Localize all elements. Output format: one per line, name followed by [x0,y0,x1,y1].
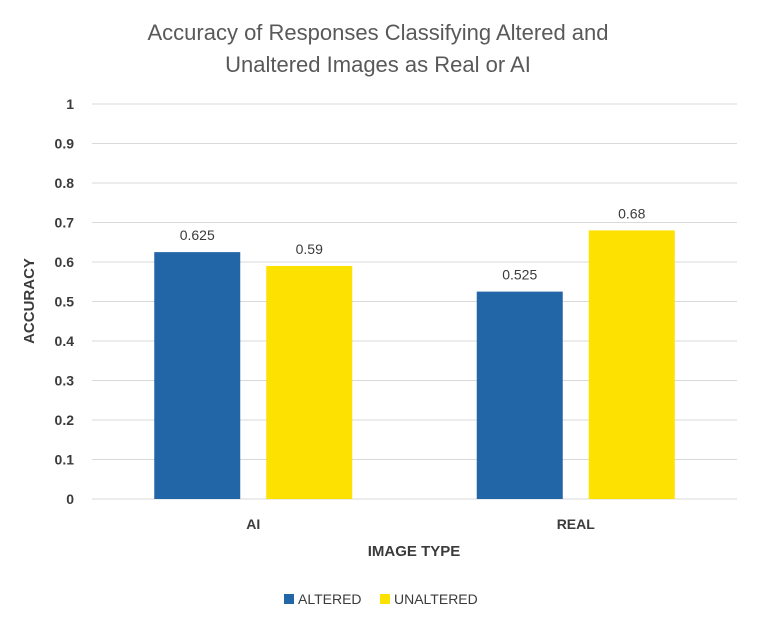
y-tick-label: 0.1 [55,452,75,468]
y-tick-label: 1 [66,96,74,112]
y-tick-label: 0.6 [55,254,75,270]
y-tick-label: 0.5 [55,294,75,310]
legend-label: ALTERED [298,591,362,607]
x-category-label: REAL [557,516,596,532]
y-tick-label: 0.3 [55,373,75,389]
y-axis-ticks: 0 0.1 0.2 0.3 0.4 0.5 0.6 0.7 0.8 0.9 1 [55,96,75,507]
y-tick-label: 0.2 [55,412,75,428]
y-tick-label: 0.7 [55,215,75,231]
chart-title-line-1: Accuracy of Responses Classifying Altere… [147,20,608,45]
bar-altered-real [476,291,563,499]
y-tick-label: 0.8 [55,175,75,191]
x-axis-label: IMAGE TYPE [368,543,461,560]
data-label: 0.625 [180,227,215,243]
bar-altered-ai [154,252,241,499]
data-label: 0.59 [296,241,323,257]
legend-swatch [284,594,294,604]
bar-unaltered-real [588,230,675,499]
bar-unaltered-ai [266,265,353,499]
y-tick-label: 0.9 [55,136,75,152]
legend-swatch [380,594,390,604]
legend: ALTERED UNALTERED [284,591,478,607]
bars [154,230,675,499]
y-tick-label: 0 [66,491,74,507]
y-tick-label: 0.4 [55,333,75,349]
y-axis-label: ACCURACY [21,258,38,344]
data-labels: 0.625 0.59 0.525 0.68 [180,205,646,282]
legend-item-unaltered: UNALTERED [380,591,478,607]
legend-item-altered: ALTERED [284,591,362,607]
legend-label: UNALTERED [394,591,478,607]
data-label: 0.525 [502,267,537,283]
data-label: 0.68 [618,205,645,221]
x-category-label: AI [246,516,260,532]
chart-title-line-2: Unaltered Images as Real or AI [225,52,531,77]
x-axis-categories: AI REAL [246,516,595,532]
